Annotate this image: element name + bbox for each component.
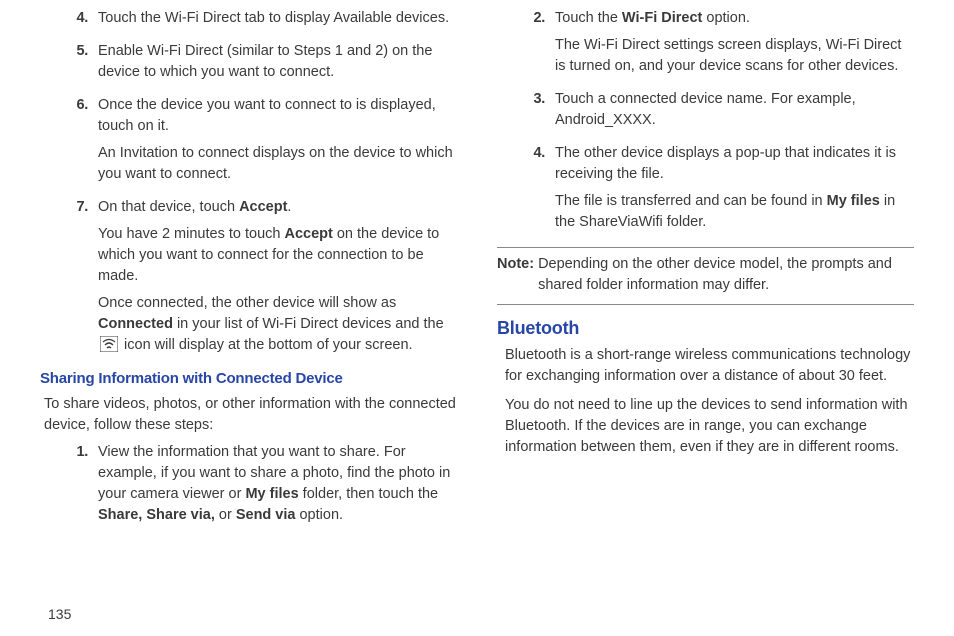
step-number: 2. [527,8,555,83]
step-text: View the information that you want to sh… [98,442,457,526]
share-steps-list-cont: 2. Touch the Wi-Fi Direct option. The Wi… [527,8,914,239]
step-4: 4. Touch the Wi-Fi Direct tab to display… [70,8,457,35]
step-number: 3. [527,89,555,137]
share-step-4: 4. The other device displays a pop-up th… [527,143,914,239]
step-text: Touch the Wi-Fi Direct tab to display Av… [98,8,457,29]
step-number: 6. [70,95,98,191]
bluetooth-para-2: You do not need to line up the devices t… [505,395,914,458]
step-body: The other device displays a pop-up that … [555,143,914,239]
share-steps-list: 1. View the information that you want to… [70,442,457,532]
steps-list: 4. Touch the Wi-Fi Direct tab to display… [70,8,457,362]
step-body: Touch the Wi-Fi Direct tab to display Av… [98,8,457,35]
step-7: 7. On that device, touch Accept. You hav… [70,197,457,362]
sharing-subheading: Sharing Information with Connected Devic… [40,368,457,390]
step-text: An Invitation to connect displays on the… [98,143,457,185]
page-number: 135 [48,606,71,622]
step-number: 1. [70,442,98,532]
step-number: 5. [70,41,98,89]
wifi-icon [100,336,118,352]
step-text: Enable Wi-Fi Direct (similar to Steps 1 … [98,41,457,83]
step-text: Once connected, the other device will sh… [98,293,457,356]
step-6: 6. Once the device you want to connect t… [70,95,457,191]
left-column: 4. Touch the Wi-Fi Direct tab to display… [40,8,457,628]
step-text: The Wi-Fi Direct settings screen display… [555,35,914,77]
sharing-intro: To share videos, photos, or other inform… [44,394,457,436]
step-text: The file is transferred and can be found… [555,191,914,233]
step-number: 4. [527,143,555,239]
step-body: On that device, touch Accept. You have 2… [98,197,457,362]
step-number: 7. [70,197,98,362]
step-number: 4. [70,8,98,35]
step-text: The other device displays a pop-up that … [555,143,914,185]
share-step-1: 1. View the information that you want to… [70,442,457,532]
step-body: View the information that you want to sh… [98,442,457,532]
share-step-3: 3. Touch a connected device name. For ex… [527,89,914,137]
step-text: Touch a connected device name. For examp… [555,89,914,131]
note-label: Note: [497,254,534,296]
step-text: Touch the Wi-Fi Direct option. [555,8,914,29]
step-body: Once the device you want to connect to i… [98,95,457,191]
bluetooth-para-1: Bluetooth is a short-range wireless comm… [505,345,914,387]
step-text: On that device, touch Accept. [98,197,457,218]
note-rule-bottom [497,304,914,305]
note-block: Note: Depending on the other device mode… [497,254,914,296]
step-5: 5. Enable Wi-Fi Direct (similar to Steps… [70,41,457,89]
bluetooth-heading: Bluetooth [497,315,914,341]
step-body: Touch a connected device name. For examp… [555,89,914,137]
right-column: 2. Touch the Wi-Fi Direct option. The Wi… [497,8,914,628]
step-text: You have 2 minutes to touch Accept on th… [98,224,457,287]
share-step-2: 2. Touch the Wi-Fi Direct option. The Wi… [527,8,914,83]
step-text: Once the device you want to connect to i… [98,95,457,137]
step-body: Touch the Wi-Fi Direct option. The Wi-Fi… [555,8,914,83]
note-text: Depending on the other device model, the… [534,254,914,296]
note-rule-top [497,247,914,248]
step-body: Enable Wi-Fi Direct (similar to Steps 1 … [98,41,457,89]
